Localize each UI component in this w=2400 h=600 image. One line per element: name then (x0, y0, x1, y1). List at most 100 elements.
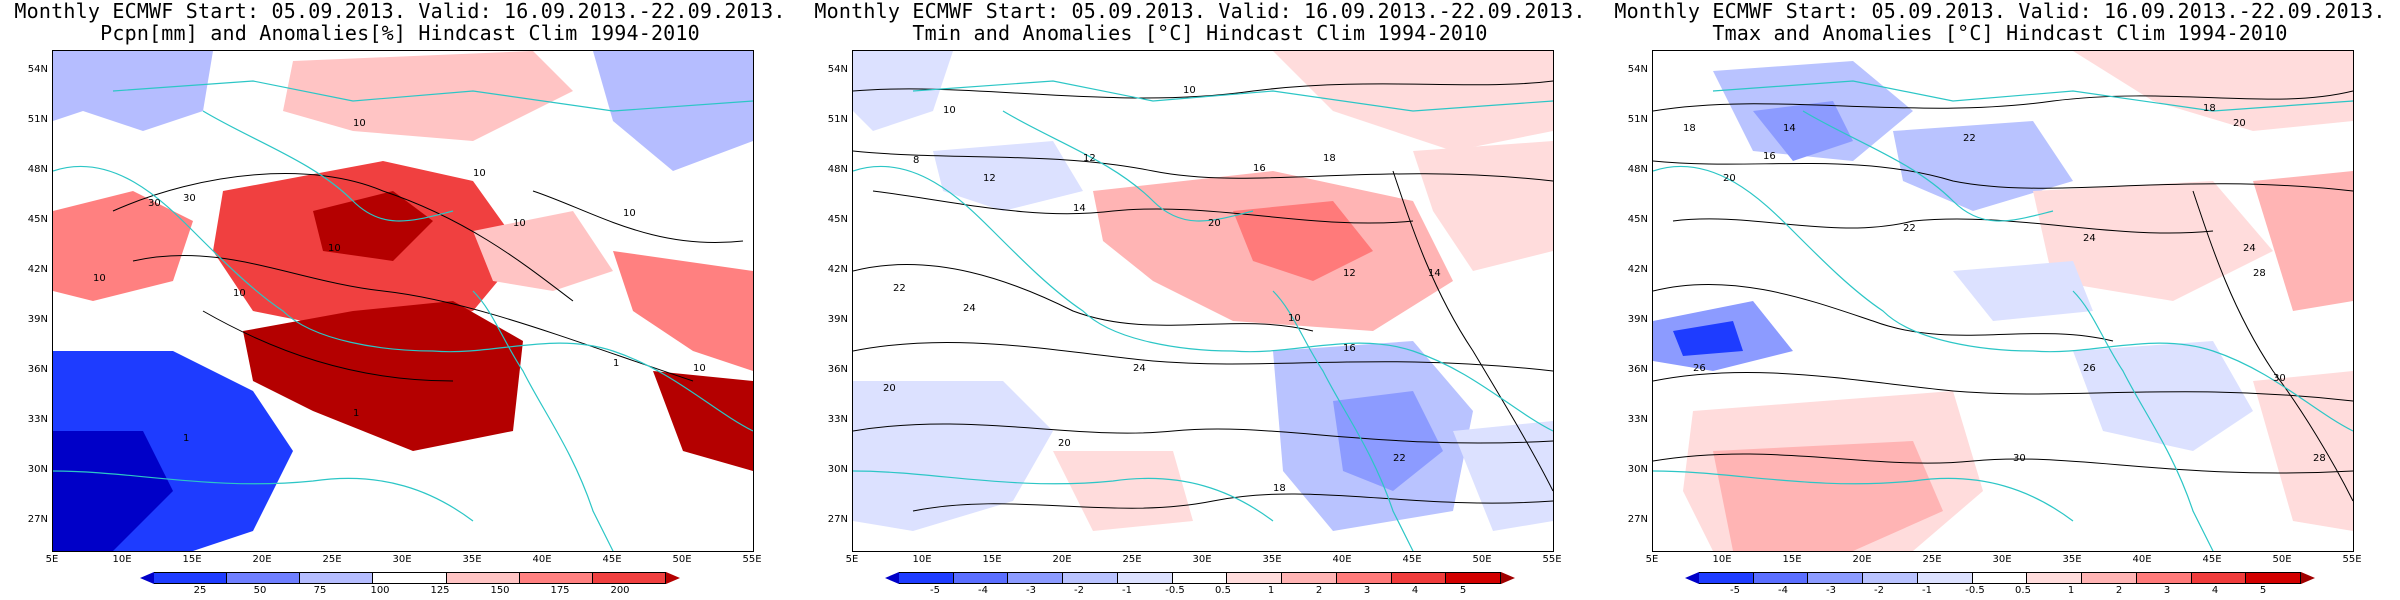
panel-title-line2: Tmin and Anomalies [°C] Hindcast Clim 19… (912, 21, 1488, 45)
coastline (1653, 470, 2074, 522)
lat-label: 27N (27, 514, 48, 525)
lat-label: 27N (1627, 514, 1648, 525)
lon-label: 5E (845, 554, 859, 565)
contour-label: 22 (1963, 133, 1976, 144)
lat-label: 51N (1627, 114, 1648, 125)
contour-line (1653, 371, 2353, 402)
colorbar-segment (885, 572, 899, 584)
colorbar-segment (1753, 572, 1809, 584)
coastline (1802, 110, 2054, 222)
lat-label: 39N (1627, 314, 1648, 325)
colorbar-tick-label: -1 (1122, 585, 1132, 596)
colorbar-tick-label: 0.5 (2015, 585, 2031, 596)
contour-label: 26 (2083, 363, 2096, 374)
lon-label: 20E (1052, 554, 1072, 565)
contour-label: 20 (1058, 438, 1071, 449)
lat-label: 39N (27, 314, 48, 325)
lat-label: 45N (827, 214, 848, 225)
lat-label: 45N (1627, 214, 1648, 225)
lat-label: 33N (827, 414, 848, 425)
contour-label: 28 (2313, 453, 2326, 464)
colorbar-segment (1008, 572, 1064, 584)
contour-label: 30 (183, 193, 196, 204)
panel-title-line1: Monthly ECMWF Start: 05.09.2013. Valid: … (14, 0, 786, 23)
colorbar-segment (227, 572, 301, 584)
contour-label: 1 (353, 408, 359, 419)
coastlines (53, 80, 753, 551)
lat-label: 33N (1627, 414, 1648, 425)
lon-label: 5E (1645, 554, 1659, 565)
colorbar-segment (592, 572, 666, 584)
anomaly-area (1233, 201, 1373, 281)
colorbar-tick-label: -4 (978, 585, 988, 596)
contour-label: 22 (1393, 453, 1406, 464)
lat-label: 36N (27, 364, 48, 375)
tmin-panel: Monthly ECMWF Start: 05.09.2013. Valid: … (800, 0, 1600, 600)
colorbar-tick-label: -3 (1826, 585, 1836, 596)
tmax-map: 18 16 20 22 24 26 28 30 22 14 18 20 24 2… (1652, 50, 2354, 552)
contour-label: 20 (2233, 118, 2246, 129)
colorbar-tick-label: 5 (2259, 585, 2267, 596)
lat-label: 30N (1627, 464, 1648, 475)
colorbar-segment (1063, 572, 1118, 584)
contour-label: 24 (1133, 363, 1146, 374)
anomaly-area (1953, 261, 2093, 321)
lon-label: 5E (45, 554, 59, 565)
lon-label: 45E (602, 554, 622, 565)
colorbar-segment (1917, 572, 1973, 584)
lat-label: 42N (27, 264, 48, 275)
colorbar-tick-label: -5 (1730, 585, 1740, 596)
contour-label: 20 (883, 383, 896, 394)
contour-label-group: 10 10 8 12 12 14 16 18 20 22 24 24 20 20… (883, 85, 1441, 494)
lat-label: 54N (1627, 64, 1648, 75)
colorbar-tick-label: 2 (2115, 585, 2123, 596)
colorbar (140, 572, 680, 584)
colorbar-segment (2191, 572, 2247, 584)
contour-label: 24 (963, 303, 976, 314)
colorbar-tick-label: 125 (430, 585, 450, 596)
anomaly-area (1753, 101, 1853, 161)
lat-label: 51N (27, 114, 48, 125)
anomaly-area (1053, 451, 1193, 531)
colorbar (1685, 572, 2315, 584)
coastline (1653, 165, 2353, 432)
anomaly-area (2073, 51, 2353, 131)
colorbar-segment (1391, 572, 1447, 584)
coastlines (853, 80, 1553, 551)
lat-label: 39N (827, 314, 848, 325)
contour-line (912, 493, 1553, 512)
contour-label: 10 (693, 363, 706, 374)
colorbar-segment (1685, 572, 1699, 584)
contour-line (872, 190, 1414, 224)
colorbar-segment (2301, 572, 2315, 584)
contour-label: 18 (2203, 103, 2216, 114)
lon-label: 40E (2132, 554, 2152, 565)
lon-label: 10E (912, 554, 932, 565)
lat-label: 36N (1627, 364, 1648, 375)
lat-label: 33N (27, 414, 48, 425)
contour-label: 8 (913, 155, 919, 166)
lon-label: 40E (532, 554, 552, 565)
lat-label: 42N (1627, 264, 1648, 275)
precip-map-canvas: 10 30 30 10 10 10 10 10 10 1 10 1 1 (53, 51, 753, 551)
contour-line (112, 173, 574, 302)
anomaly-area (1333, 391, 1443, 491)
anomaly-field (1653, 51, 2353, 551)
anomaly-field (53, 51, 753, 551)
colorbar-segment (1972, 572, 2028, 584)
colorbar-tick-label: 1 (1267, 585, 1275, 596)
coastlines (1653, 80, 2353, 551)
colorbar-tick-label: -1 (1922, 585, 1932, 596)
contour-label: 14 (1783, 123, 1796, 134)
coastline (1002, 110, 1254, 222)
anomaly-field (853, 51, 1553, 551)
contour-label: 16 (1343, 343, 1356, 354)
contour-label: 10 (1288, 313, 1301, 324)
lon-label: 30E (1192, 554, 1212, 565)
lat-label: 54N (27, 64, 48, 75)
contour-line (1672, 218, 2214, 234)
contour-label: 12 (1343, 268, 1356, 279)
contour-line (853, 80, 1553, 99)
precip-panel: Monthly ECMWF Start: 05.09.2013. Valid: … (0, 0, 800, 600)
contour-label: 24 (2243, 243, 2256, 254)
